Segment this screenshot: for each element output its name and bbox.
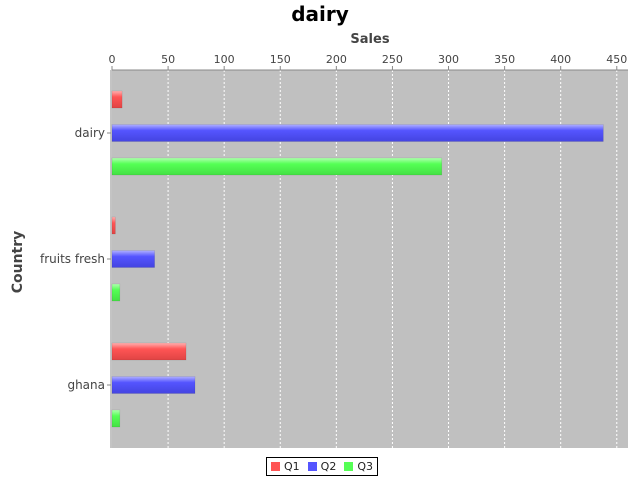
x-tick-label: 450 bbox=[606, 53, 627, 66]
bar-q1-fruits-fresh bbox=[111, 216, 116, 235]
bar-q3-dairy bbox=[111, 157, 443, 176]
x-tick-label: 0 bbox=[109, 53, 116, 66]
legend-swatch bbox=[271, 462, 280, 471]
chart-title: dairy bbox=[291, 2, 349, 26]
legend-swatch bbox=[307, 462, 317, 471]
legend-item: Q3 bbox=[344, 460, 373, 473]
x-tick-label: 150 bbox=[270, 53, 291, 66]
bar-q1-dairy bbox=[111, 90, 123, 109]
x-tick-label: 400 bbox=[550, 53, 571, 66]
x-axis-label: Sales bbox=[350, 32, 390, 47]
legend-item: Q2 bbox=[307, 460, 337, 473]
bar-q3-fruits-fresh bbox=[111, 283, 121, 302]
x-tick-label: 50 bbox=[161, 53, 175, 66]
legend: Q1 Q2 Q3 bbox=[266, 457, 379, 476]
x-tick-label: 100 bbox=[214, 53, 235, 66]
legend-item: Q1 bbox=[271, 460, 300, 473]
bar-q2-ghana bbox=[111, 376, 196, 394]
y-tick-label: ghana bbox=[67, 378, 105, 392]
legend-label: Q1 bbox=[284, 460, 300, 473]
bar-q3-ghana bbox=[111, 409, 121, 428]
y-tick-label: fruits fresh bbox=[40, 252, 105, 266]
x-tick-label: 350 bbox=[494, 53, 515, 66]
y-tick-label: dairy bbox=[75, 126, 105, 140]
x-tick-label: 200 bbox=[326, 53, 347, 66]
bar-q2-fruits-fresh bbox=[111, 250, 155, 268]
legend-swatch bbox=[344, 462, 354, 471]
x-tick-label: 300 bbox=[438, 53, 459, 66]
bar-q2-dairy bbox=[111, 124, 604, 142]
bar-q1-ghana bbox=[111, 342, 187, 361]
legend-label: Q3 bbox=[357, 460, 374, 473]
x-tick-label: 250 bbox=[382, 53, 403, 66]
legend-label: Q2 bbox=[320, 460, 337, 473]
